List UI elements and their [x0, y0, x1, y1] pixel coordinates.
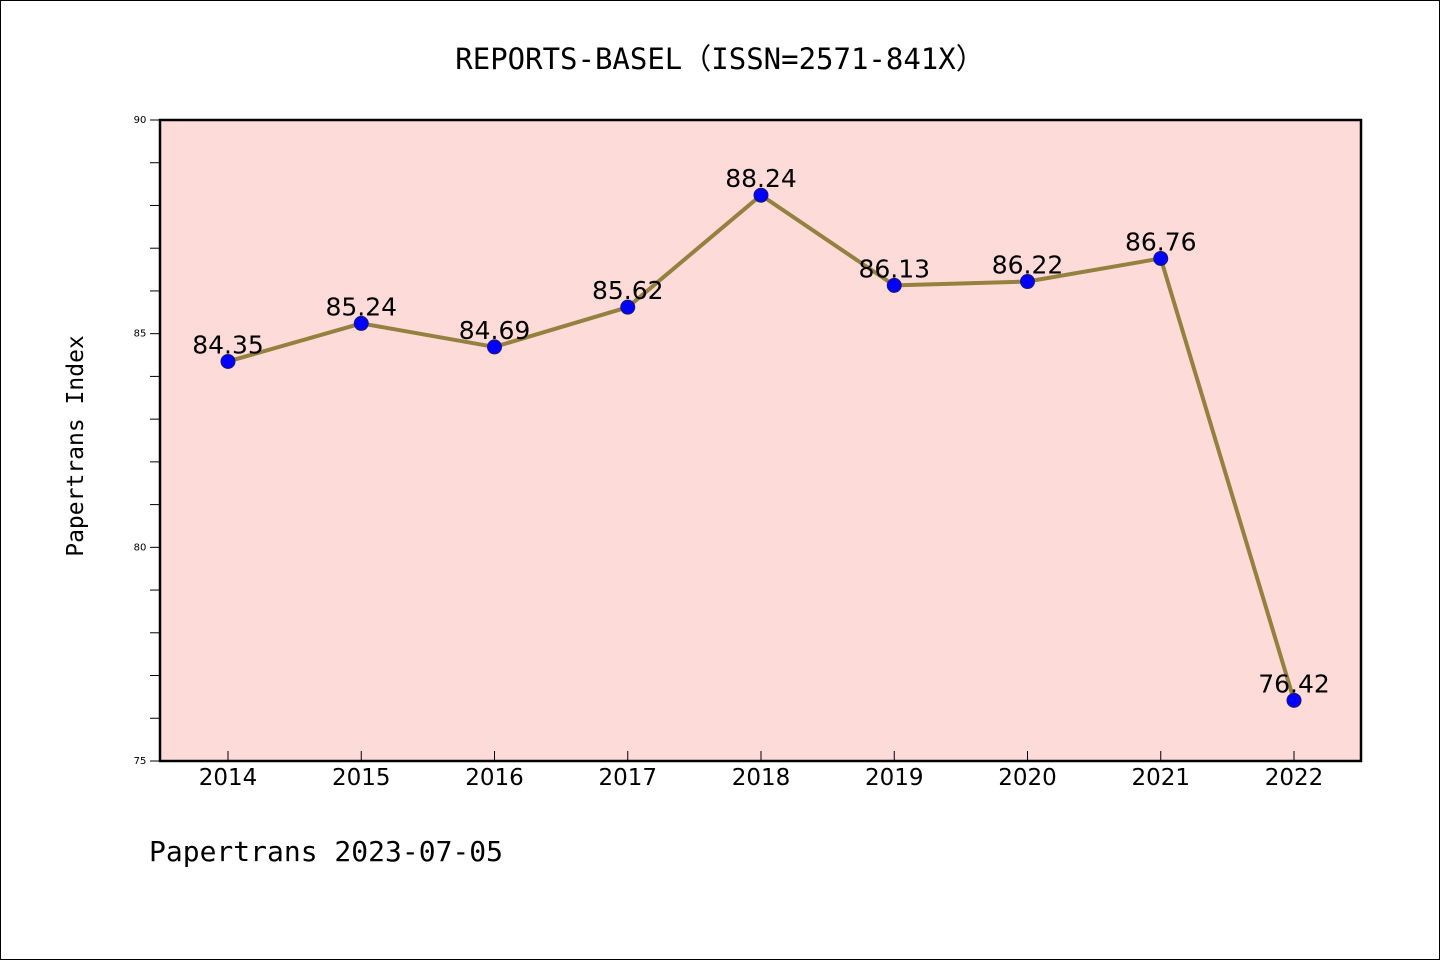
data-point-label: 86.22 [992, 251, 1064, 280]
data-point-label: 86.76 [1125, 227, 1197, 256]
data-point-label: 76.42 [1258, 669, 1330, 698]
y-tick-label: 85 [134, 329, 147, 340]
chart-title: REPORTS-BASEL（ISSN=2571-841X） [455, 42, 985, 76]
data-point-marker [1153, 250, 1169, 266]
y-tick-label: 80 [134, 542, 147, 553]
data-point-marker [753, 187, 769, 203]
x-tick-label: 2019 [865, 765, 924, 791]
x-axis: 2014 2015 2016 2017 2018 2019 2020 2021 2022 [199, 751, 1324, 791]
data-point-marker [1286, 692, 1302, 708]
data-point-marker [487, 339, 502, 355]
x-tick-label: 2018 [732, 765, 791, 791]
data-point-marker [1020, 274, 1035, 290]
x-tick-label: 2020 [998, 765, 1057, 791]
data-point-marker [220, 353, 236, 369]
data-point-label: 85.24 [325, 292, 397, 321]
data-point-label: 88.24 [725, 164, 797, 193]
data-markers [220, 187, 1302, 708]
data-point-marker [620, 299, 636, 315]
data-point-marker [353, 315, 369, 331]
y-axis: 75 80 85 90 [134, 115, 160, 767]
y-tick-label: 75 [134, 756, 147, 767]
data-point-label: 85.62 [592, 276, 664, 305]
plot-border [158, 118, 1363, 763]
data-point-marker [886, 277, 902, 293]
x-tick-label: 2014 [199, 765, 258, 791]
data-point-label: 86.13 [858, 254, 930, 283]
data-point-label: 84.35 [192, 330, 264, 359]
footer-date-note: Papertrans 2023-07-05 [149, 835, 504, 868]
x-tick-label: 2017 [598, 765, 657, 791]
plot-area [160, 120, 1361, 761]
data-point-label: 84.69 [459, 316, 531, 345]
x-tick-label: 2021 [1131, 765, 1190, 791]
y-tick-label: 90 [134, 115, 147, 126]
x-tick-label: 2022 [1265, 765, 1324, 791]
x-tick-label: 2016 [465, 765, 524, 791]
data-labels: 84.35 85.24 84.69 85.62 88.24 86.13 86.22 86.76… [192, 164, 1330, 698]
x-tick-label: 2015 [332, 765, 391, 791]
